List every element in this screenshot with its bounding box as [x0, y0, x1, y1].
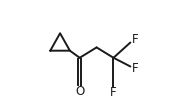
Text: F: F: [132, 33, 139, 46]
Text: O: O: [75, 85, 84, 98]
Text: F: F: [110, 86, 117, 99]
Text: F: F: [132, 62, 139, 75]
